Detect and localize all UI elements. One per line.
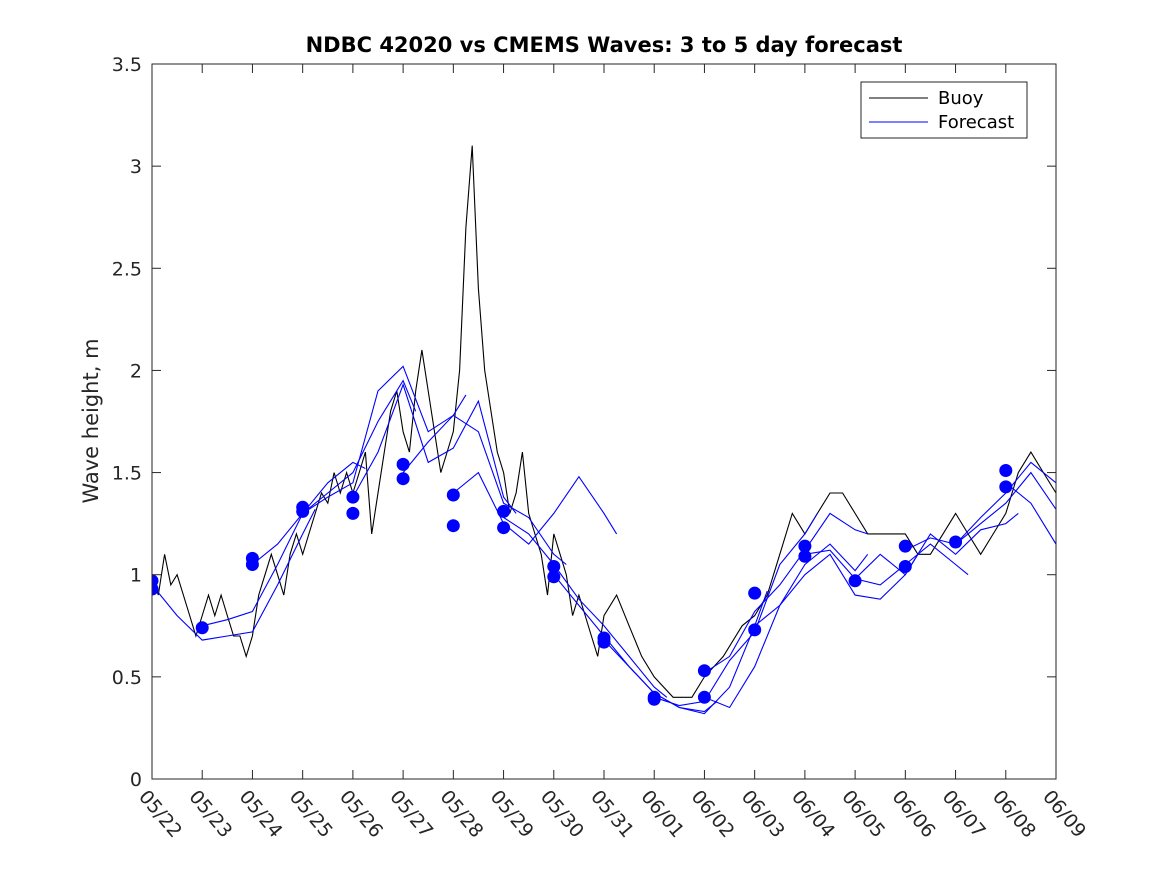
series-line-forecast-run-8: [503, 517, 668, 698]
x-tick-label: 06/01: [636, 786, 688, 842]
series-line-forecast-run-1: [152, 509, 316, 641]
x-tick-label: 06/03: [737, 786, 789, 842]
legend: Buoy Forecast: [860, 81, 1028, 139]
series-line-forecast-run-19: [1005, 482, 1056, 545]
axes: 00.511.522.533.505/2205/2305/2405/2505/2…: [112, 54, 1090, 842]
series-line-forecast-run-5: [352, 383, 517, 514]
series-line-forecast-run-15: [804, 543, 969, 586]
series-line-forecast-run-11: [654, 513, 818, 707]
y-tick-label: 2.5: [112, 258, 142, 280]
forecast-marker-8: [346, 490, 360, 504]
forecast-marker-10: [396, 457, 410, 471]
y-tick-label: 2: [130, 360, 142, 382]
forecast-marker-17: [547, 570, 561, 584]
x-tick-label: 06/05: [837, 786, 889, 842]
series-line-forecast-run-18: [955, 461, 1056, 545]
forecast-marker-28: [848, 574, 862, 588]
series-line-forecast-run-2: [202, 461, 366, 627]
series-line-forecast-run-6: [402, 414, 567, 565]
x-tick-label: 05/23: [184, 786, 236, 842]
forecast-marker-14: [497, 504, 511, 518]
x-tick-label: 05/31: [586, 786, 638, 842]
x-tick-label: 05/25: [285, 786, 337, 842]
series-line-forecast-run-13: [704, 543, 869, 709]
forecast-marker-21: [647, 692, 661, 706]
forecast-marker-27: [798, 549, 812, 563]
series-line-forecast-run-7: [452, 471, 618, 545]
y-tick-label: 1: [130, 565, 142, 587]
x-tick-label: 06/02: [687, 786, 739, 842]
series-line-forecast-run-3: [252, 379, 417, 565]
forecast-marker-11: [396, 472, 410, 486]
x-tick-label: 06/07: [938, 786, 990, 842]
forecast-marker-33: [999, 480, 1013, 494]
y-tick-label: 3: [130, 156, 142, 178]
forecast-marker-23: [697, 690, 711, 704]
forecast-marker-2: [152, 582, 159, 596]
legend-label-forecast: Forecast: [938, 112, 1014, 133]
y-tick-label: 0: [130, 769, 142, 791]
forecast-marker-7: [296, 504, 310, 518]
forecast-marker-5: [245, 558, 259, 571]
forecast-marker-12: [446, 488, 460, 502]
series-line-forecast-run-16: [854, 512, 1019, 580]
chart-title: NDBC 42020 vs CMEMS Waves: 3 to 5 day fo…: [306, 33, 903, 57]
forecast-marker-30: [898, 560, 912, 573]
plot-area-frame: [151, 63, 1057, 780]
x-tick-label: 05/29: [486, 786, 538, 842]
series-line-forecast-run-9: [553, 574, 718, 713]
forecast-marker-26: [798, 539, 812, 553]
forecast-marker-13: [446, 519, 460, 533]
x-tick-label: 05/30: [536, 786, 588, 842]
series-line-forecast-run-12: [704, 512, 868, 674]
y-tick-label: 1.5: [112, 463, 142, 485]
forecast-marker-25: [748, 623, 762, 637]
legend-box: [860, 81, 1028, 139]
x-tick-label: 05/22: [134, 786, 186, 842]
x-tick-label: 05/28: [436, 786, 488, 842]
x-tick-label: 06/08: [988, 786, 1040, 842]
series-line-forecast-run-14: [754, 553, 919, 627]
forecast-marker-3: [195, 621, 209, 635]
y-tick-label: 0.5: [112, 667, 142, 689]
x-tick-label: 05/24: [235, 786, 287, 842]
forecast-marker-31: [949, 535, 963, 549]
y-tick-label: 3.5: [112, 54, 142, 76]
legend-label-buoy: Buoy: [938, 88, 984, 109]
series-line-buoy: [152, 145, 1056, 698]
forecast-marker-22: [697, 664, 711, 678]
x-tick-label: 06/06: [888, 786, 940, 842]
series-line-forecast-run-10: [603, 590, 768, 715]
forecast-marker-15: [497, 521, 511, 535]
forecast-marker-32: [999, 464, 1013, 477]
y-axis-label: Wave height, m: [79, 338, 103, 503]
forecast-marker-19: [597, 635, 611, 649]
series-line-forecast-run-17: [905, 471, 1056, 551]
x-tick-label: 06/04: [787, 786, 839, 842]
forecast-marker-16: [547, 560, 561, 573]
series-layer: [152, 145, 1056, 715]
series-line-forecast-run-4: [302, 365, 467, 514]
forecast-marker-24: [748, 586, 762, 600]
x-tick-label: 06/09: [1038, 786, 1090, 842]
x-tick-label: 05/27: [385, 786, 437, 842]
forecast-marker-29: [898, 539, 912, 553]
x-tick-label: 05/26: [335, 786, 387, 842]
forecast-marker-9: [346, 506, 360, 520]
